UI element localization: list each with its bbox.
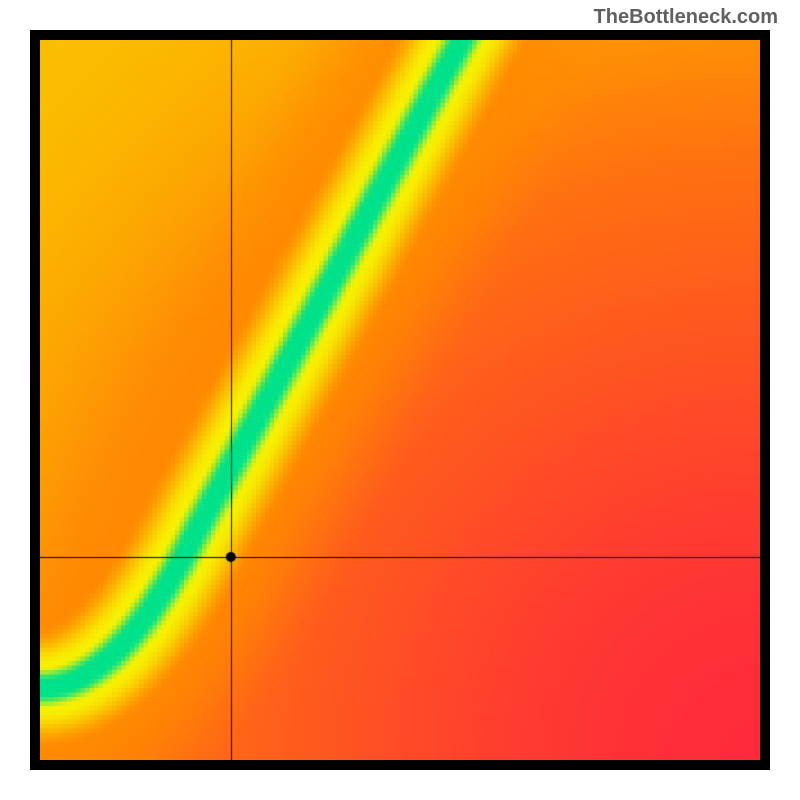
chart-container: TheBottleneck.com <box>0 0 800 800</box>
plot-frame <box>30 30 770 770</box>
watermark-text: TheBottleneck.com <box>594 6 778 29</box>
overlay-canvas <box>40 40 760 760</box>
